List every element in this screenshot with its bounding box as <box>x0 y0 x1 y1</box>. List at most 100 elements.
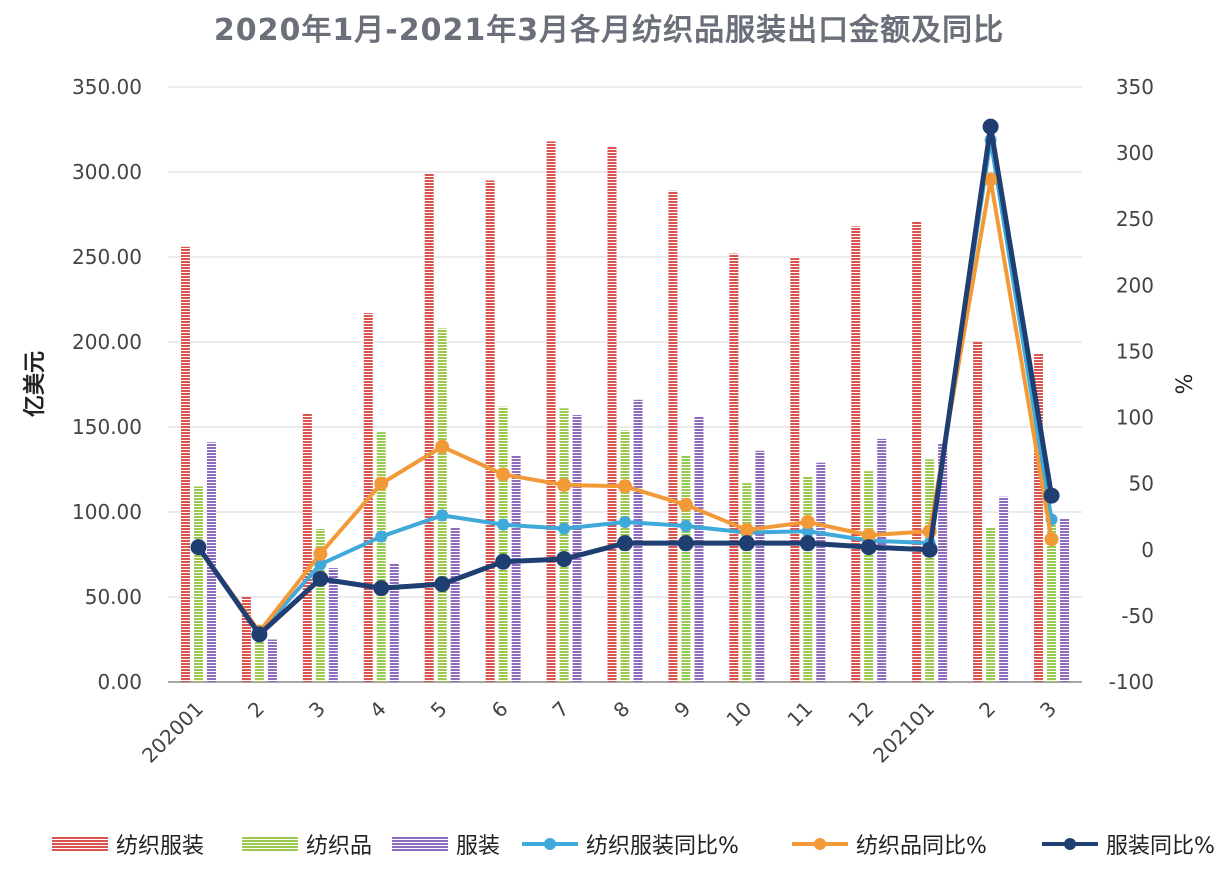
x-tick-label: 11 <box>782 697 817 732</box>
bar-textile-apparel <box>546 141 556 682</box>
bar-textile-apparel <box>424 173 434 682</box>
x-tick-label: 2 <box>974 697 1000 723</box>
x-tick-label: 3 <box>1035 697 1061 723</box>
legend-item: 服装 <box>392 834 500 859</box>
line-textile-apparel-yoy-point <box>679 519 692 532</box>
bar-textile <box>559 408 569 682</box>
bar-textile-apparel <box>485 180 495 682</box>
y-tick-label: 50.00 <box>85 585 142 609</box>
line-textile-yoy-point <box>739 522 754 537</box>
bar-textile-apparel <box>180 246 190 683</box>
bar-apparel <box>450 527 460 682</box>
bar-textile <box>803 476 813 682</box>
line-apparel-yoy-point <box>799 535 816 552</box>
x-tick-label: 6 <box>487 697 513 723</box>
legend-label: 服装同比% <box>1106 834 1215 859</box>
line-apparel-yoy-point <box>982 118 999 135</box>
y2-axis-label: % <box>1173 374 1198 395</box>
line-apparel-yoy-point <box>556 551 573 568</box>
line-apparel-yoy-point <box>860 539 877 556</box>
bar-apparel <box>572 415 582 682</box>
y-axis-label: 亿美元 <box>22 351 48 417</box>
legend-swatch <box>392 837 448 851</box>
line-textile-yoy-point <box>313 546 328 561</box>
bar-textile-apparel <box>668 190 678 682</box>
line-textile-yoy-point <box>800 515 815 530</box>
line-apparel-yoy-point <box>495 553 512 570</box>
y2-tick-label: 250 <box>1116 207 1154 231</box>
y-tick-label: 100.00 <box>72 500 142 524</box>
line-textile-apparel-yoy-point <box>436 509 449 522</box>
bar-apparel <box>938 444 948 682</box>
bar-apparel <box>511 455 521 682</box>
legend-marker <box>544 838 556 850</box>
line-apparel-yoy-point <box>1043 487 1060 504</box>
x-tick-label: 3 <box>304 697 330 723</box>
y2-tick-label: 0 <box>1141 538 1154 562</box>
line-apparel-yoy-point <box>677 535 694 552</box>
legend: 纺织服装 纺织品 服装 纺织服装同比% 纺织品同比% 服装同比% <box>52 834 1215 859</box>
y2-tick-label: 50 <box>1129 472 1154 496</box>
legend-label: 纺织服装同比% <box>586 834 739 859</box>
y-tick-label: 0.00 <box>97 670 142 694</box>
x-tick-label: 7 <box>548 697 574 723</box>
bars-group <box>180 141 1070 683</box>
x-tick-label: 5 <box>426 697 452 723</box>
y-tick-label: 200.00 <box>72 330 142 354</box>
line-apparel-yoy-point <box>373 580 390 597</box>
left-axis-ticks: 0.00 50.00 100.00 150.00 200.00 250.00 300.00 3… <box>72 75 142 694</box>
x-tick-label: 10 <box>721 697 756 732</box>
bar-textile <box>437 328 447 682</box>
bar-textile-apparel <box>1034 353 1044 682</box>
bar-textile <box>681 455 691 682</box>
line-textile-yoy-point <box>435 439 450 454</box>
y-tick-label: 150.00 <box>72 415 142 439</box>
bar-textile <box>254 636 264 682</box>
bar-textile-apparel <box>241 597 251 682</box>
line-textile-apparel-yoy-point <box>619 516 631 529</box>
bar-apparel <box>1060 518 1070 682</box>
line-textile-yoy-point <box>618 479 632 494</box>
bar-textile-apparel <box>607 146 617 682</box>
legend-label: 纺织品同比% <box>856 834 987 859</box>
line-textile-yoy-point <box>496 467 511 482</box>
bar-textile-apparel <box>302 413 312 682</box>
bar-apparel <box>999 496 1009 682</box>
right-axis-ticks: -100 -50 0 50 100 150 200 250 300 350 <box>1109 75 1154 694</box>
bar-apparel <box>816 462 826 682</box>
bar-textile <box>864 471 874 682</box>
x-tick-label: 8 <box>609 697 635 723</box>
bar-textile <box>315 529 325 682</box>
legend-marker <box>1064 838 1076 850</box>
bar-textile-apparel <box>729 253 739 682</box>
y2-tick-label: -50 <box>1121 604 1154 628</box>
legend-label: 纺织品 <box>306 834 372 859</box>
line-textile-yoy-point <box>861 528 876 543</box>
line-apparel-yoy-point <box>312 570 329 587</box>
lines-group <box>190 118 1060 643</box>
legend-item: 纺织服装 <box>52 834 204 859</box>
bar-textile <box>925 459 935 682</box>
line-textile-yoy-point <box>1044 532 1059 547</box>
legend-label: 纺织服装 <box>116 834 204 859</box>
bar-apparel <box>877 438 887 682</box>
bar-textile-apparel <box>912 221 922 683</box>
y2-tick-label: -100 <box>1109 670 1154 694</box>
line-apparel-yoy-point <box>738 535 755 552</box>
bar-textile <box>498 406 508 682</box>
bar-textile <box>193 486 203 682</box>
bar-textile <box>986 527 996 682</box>
legend-swatch <box>52 837 108 851</box>
bar-textile-apparel <box>973 342 983 682</box>
bar-apparel <box>755 450 765 682</box>
legend-swatch <box>242 837 298 851</box>
legend-item: 纺织服装同比% <box>522 834 739 859</box>
x-tick-label: 202101 <box>868 697 939 768</box>
y-tick-label: 300.00 <box>72 160 142 184</box>
line-textile-apparel-yoy-point <box>497 518 510 531</box>
bar-apparel <box>267 639 277 682</box>
bar-textile <box>376 432 386 682</box>
line-apparel-yoy-point <box>617 535 633 552</box>
bar-textile <box>742 483 752 682</box>
y2-tick-label: 350 <box>1116 75 1154 99</box>
